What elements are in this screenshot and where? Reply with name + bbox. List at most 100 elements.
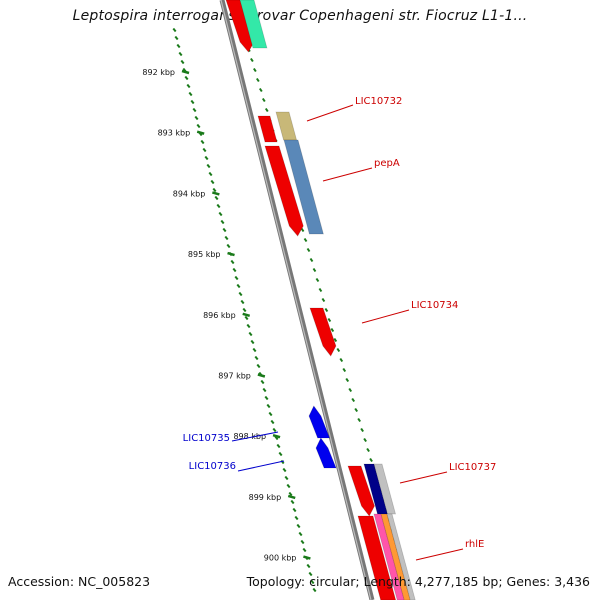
guide-tick <box>345 377 350 383</box>
ruler-major-tick <box>227 251 235 257</box>
ruler-minor-tick <box>246 323 251 329</box>
feature-gray <box>373 463 397 515</box>
guide-tick <box>300 227 305 233</box>
ruler-minor-tick <box>284 475 289 481</box>
ruler-minor-tick <box>212 187 217 193</box>
gene-label-lic10737: LIC10737 <box>449 462 496 473</box>
backbone-highlight <box>220 0 372 600</box>
guide-tick <box>363 437 367 443</box>
gene-label-lic10734: LIC10734 <box>411 300 458 311</box>
guide-tick <box>261 97 266 103</box>
gene-arrow-lic10737 <box>347 465 375 517</box>
genome-backbone <box>219 0 375 600</box>
ruler-minor-tick <box>196 123 201 129</box>
guide-tick <box>333 337 338 343</box>
feature-pepa <box>283 139 324 235</box>
kbp-tick-label: 896 kbp <box>203 311 236 320</box>
guide-tick <box>258 87 263 93</box>
guide-tick <box>253 67 257 73</box>
ruler-minor-tick <box>210 179 215 185</box>
ruler-minor-tick <box>260 379 265 385</box>
gene-arrow-lic10735 <box>308 405 331 439</box>
guide-tick <box>264 107 269 113</box>
ruler-major-tick <box>242 312 251 318</box>
ruler-minor-tick <box>208 171 213 177</box>
gene-arrow-pepa-left <box>264 145 304 237</box>
ruler-minor-tick <box>232 267 237 273</box>
ruler-minor-tick <box>188 91 193 97</box>
ruler-minor-tick <box>204 155 209 161</box>
kbp-tick-label: 894 kbp <box>173 189 206 198</box>
kbp-tick-label: 900 kbp <box>264 554 297 563</box>
ruler-minor-tick <box>306 563 311 569</box>
feature-pink <box>373 513 405 600</box>
guide-tick <box>327 317 332 323</box>
ruler-minor-tick <box>248 331 253 337</box>
guide-tick <box>339 357 344 363</box>
kbp-tick-label: 895 kbp <box>188 250 221 259</box>
gene-label-lic10735: LIC10735 <box>183 433 230 444</box>
guide-tick <box>342 367 347 373</box>
kbp-tick-label: 892 kbp <box>142 68 175 77</box>
ruler-minor-tick <box>254 355 259 361</box>
feature-teal <box>239 0 268 49</box>
ruler-minor-tick <box>178 51 183 57</box>
ruler-minor-tick <box>308 571 313 577</box>
feature-track <box>225 0 416 600</box>
guide-tick <box>369 457 373 463</box>
guide-tick <box>306 247 311 253</box>
ruler-major-tick <box>257 373 266 378</box>
gene-leader-line <box>237 460 285 472</box>
ruler-minor-tick <box>296 523 301 529</box>
ruler-minor-tick <box>298 531 303 537</box>
gene-arrow-rhle <box>357 515 397 600</box>
accession-text: Accession: NC_005823 <box>8 574 151 589</box>
guide-tick <box>303 237 308 243</box>
feature-gray-2 <box>386 513 416 600</box>
guide-tick <box>366 447 370 453</box>
ruler-minor-tick <box>276 443 281 449</box>
guide-tick <box>312 267 317 273</box>
feature-lic10732 <box>275 111 298 141</box>
ruler-minor-tick <box>214 195 219 201</box>
ruler-minor-tick <box>238 291 243 297</box>
guide-tick <box>309 257 314 263</box>
ruler-minor-tick <box>236 283 241 289</box>
gene-labels: LIC10732 pepA LIC10734 LIC10735 LIC10736 LIC1… <box>183 96 496 561</box>
map-title: Leptospira interrogans serovar Copenhage… <box>72 8 528 24</box>
ruler-minor-tick <box>300 539 305 545</box>
gene-leader-line <box>415 548 464 561</box>
guide-tick <box>250 57 254 63</box>
kbp-tick-label: 899 kbp <box>249 493 282 502</box>
gene-label-lic10732: LIC10732 <box>355 96 402 107</box>
ruler-minor-tick <box>282 467 287 473</box>
ruler-major-tick <box>196 130 205 135</box>
gene-label-lic10736: LIC10736 <box>189 461 236 472</box>
guide-tick <box>330 327 335 333</box>
ruler-minor-tick <box>266 403 271 409</box>
ruler-minor-tick <box>242 307 247 313</box>
kbp-tick-label: 893 kbp <box>158 129 191 138</box>
ruler-minor-tick <box>206 163 211 169</box>
ruler-minor-tick <box>268 411 273 417</box>
feature-orange <box>380 513 411 600</box>
gene-leader-line <box>322 167 373 182</box>
ruler-major-tick <box>303 555 311 560</box>
ruler-minor-tick <box>278 451 283 457</box>
backbone-line <box>219 0 375 600</box>
ruler-major-tick <box>212 191 220 196</box>
gene-leader-line <box>399 471 448 484</box>
ruler-minor-tick <box>186 83 191 89</box>
guide-tick <box>360 427 364 433</box>
gene-leader-line <box>306 104 354 122</box>
ruler-minor-tick <box>222 227 227 233</box>
ruler-minor-tick <box>270 419 275 425</box>
ruler-minor-tick <box>292 507 297 513</box>
guide-tick <box>324 307 329 313</box>
gene-arrow-lic10734 <box>309 307 337 357</box>
ruler-minor-tick <box>192 107 197 113</box>
ruler-minor-tick <box>264 395 269 401</box>
gene-arrow-top <box>225 0 255 53</box>
gene-arrow-lic10736 <box>315 437 337 469</box>
